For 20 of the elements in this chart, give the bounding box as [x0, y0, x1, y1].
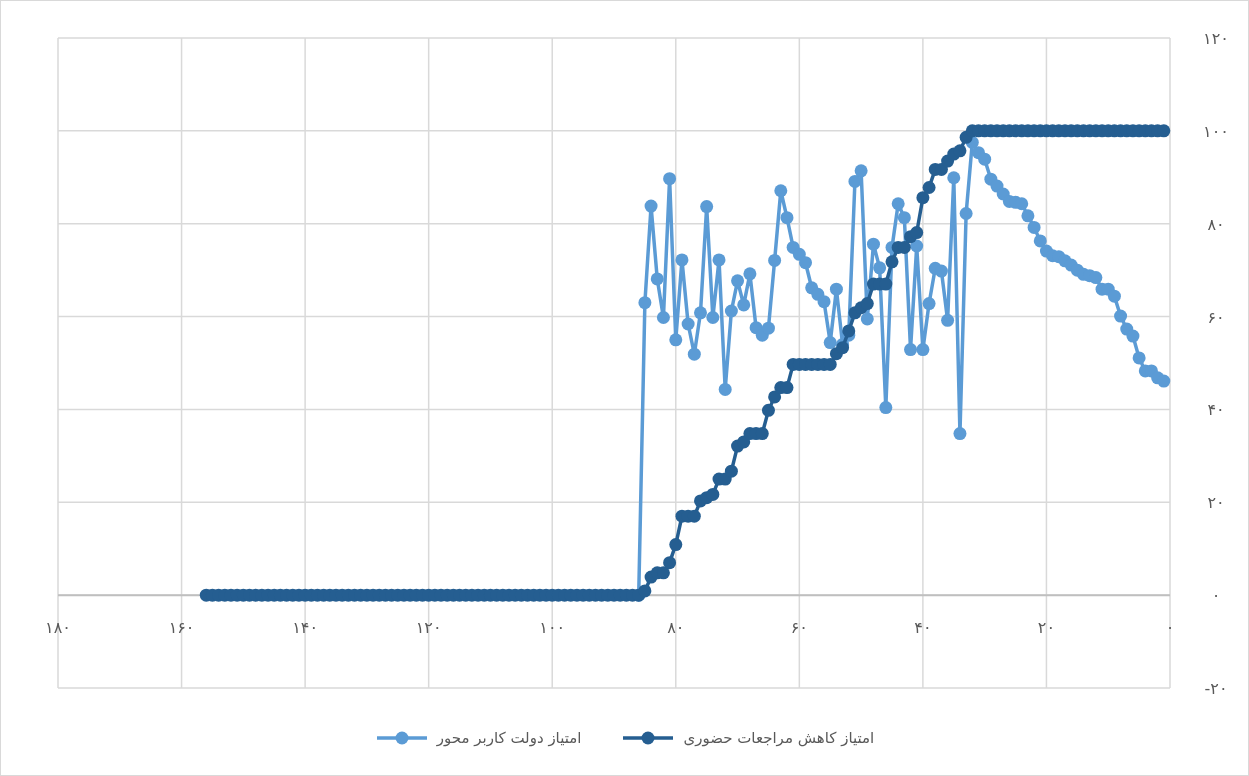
y-tick-label: ۱۰۰ [1203, 121, 1229, 141]
y-tick-label: ۴۰ [1207, 400, 1225, 420]
x-tick-label: ۱۶۰ [168, 618, 195, 638]
x-tick-label: ۲۰ [1037, 618, 1056, 638]
y-tick-label: ۱۲۰ [1203, 29, 1229, 48]
x-tick-label: ۰ [1165, 618, 1175, 638]
x-tick-label: ۱۸۰ [45, 618, 71, 638]
x-tick-label: ۱۴۰ [292, 618, 318, 638]
legend-label: امتیاز کاهش مراجعات حضوری [683, 729, 875, 747]
x-tick-label: ۸۰ [667, 618, 685, 638]
y-tick-label: -۲۰ [1204, 679, 1228, 698]
x-tick-label: ۴۰ [914, 618, 932, 638]
x-tick-label: ۱۰۰ [539, 618, 566, 638]
y-tick-label: ۲۰ [1207, 493, 1225, 513]
x-tick-label: ۱۲۰ [415, 618, 442, 638]
y-tick-label: ۶۰ [1207, 307, 1225, 327]
x-tick-label: ۶۰ [790, 618, 808, 638]
y-tick-label: ۸۰ [1207, 214, 1225, 234]
y-tick-label: ۰ [1211, 586, 1221, 606]
legend-label: امتیاز دولت کاربر محور [436, 729, 582, 747]
